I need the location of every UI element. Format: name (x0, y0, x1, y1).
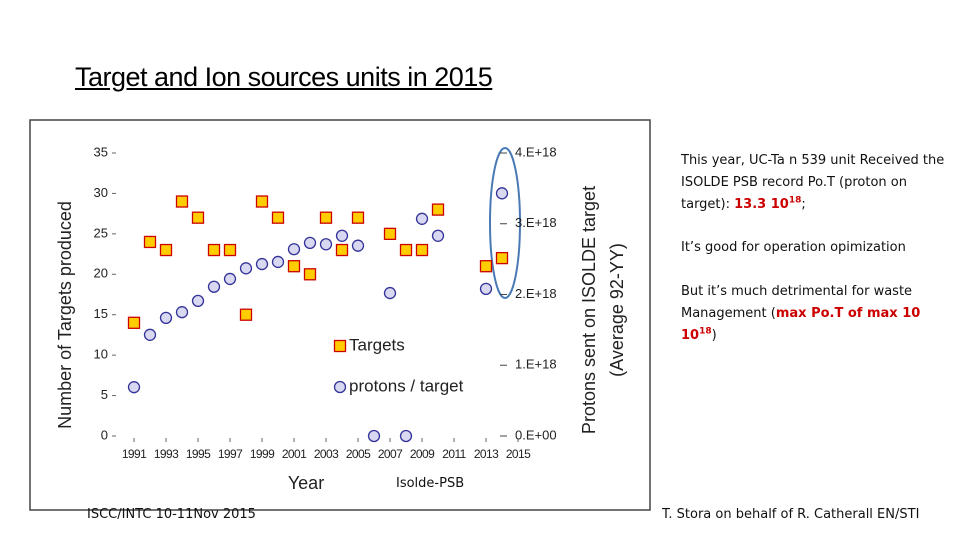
slide-title: Target and Ion sources units in 2015 (75, 62, 493, 92)
x-tick-label: 2013 (474, 447, 499, 461)
y-tick-label: 20 (94, 266, 108, 281)
data-point (271, 211, 285, 224)
data-point (239, 262, 253, 275)
x-tick-label: 1993 (154, 447, 179, 461)
data-point (303, 268, 317, 281)
data-point (479, 282, 493, 295)
data-point (191, 294, 205, 308)
x-tick-label: 2003 (314, 447, 339, 461)
note-text: ) (711, 328, 717, 343)
x-tick-label: 1997 (218, 447, 243, 461)
y-tick-label: 0 (101, 427, 108, 442)
data-point (383, 227, 397, 241)
data-point (415, 243, 429, 257)
y2-axis-label: Protons sent on ISOLDE target (579, 186, 599, 434)
data-point (191, 211, 205, 224)
x-tick-label: 2001 (282, 447, 307, 461)
note-3: But it’s much detrimental for waste Mana… (681, 281, 951, 347)
data-point (223, 272, 237, 286)
y2-tick-label: 0.E+00 (515, 427, 557, 442)
note-2: It’s good for operation opimization (681, 240, 906, 255)
legend-label: protons / target (349, 376, 464, 395)
y-tick-label: 35 (94, 144, 108, 159)
y2-tick-label: 4.E+18 (515, 144, 557, 159)
data-point (431, 203, 445, 216)
note-1: This year, UC-Ta n 539 unit Received the… (681, 150, 951, 216)
footer-left: ISCC/INTC 10-11Nov 2015 (87, 507, 256, 522)
x-tick-label: 2009 (410, 447, 435, 461)
data-point (351, 211, 365, 224)
x-tick-label: 1999 (250, 447, 275, 461)
data-point (431, 229, 445, 242)
data-point (319, 211, 333, 224)
note-text: But it’s much detrimental for waste Mana… (681, 284, 913, 321)
data-point (175, 306, 189, 319)
data-point (415, 212, 429, 225)
data-point (399, 429, 413, 443)
data-point (287, 260, 301, 273)
data-point (143, 328, 157, 341)
footer-right: T. Stora on behalf of R. Catherall EN/ST… (662, 507, 920, 522)
data-point (383, 286, 397, 300)
data-point (335, 229, 349, 242)
data-point (127, 316, 141, 329)
legend-marker (333, 380, 347, 394)
y-tick-label: 30 (94, 185, 108, 200)
note-sup: 18 (788, 195, 802, 206)
data-point (239, 308, 253, 321)
y-axis-label: Number of Targets produced (55, 201, 75, 429)
chart-frame (29, 119, 651, 511)
y-tick-label: 5 (101, 387, 108, 402)
data-point (319, 238, 333, 251)
note-highlight: max Po.T of max 10 10 (681, 306, 921, 343)
data-point (207, 243, 221, 257)
data-point (495, 187, 509, 200)
data-point (287, 243, 301, 256)
y2-tick-label: 2.E+18 (515, 286, 557, 301)
footer-center: Isolde-PSB (396, 476, 465, 491)
data-point (159, 243, 173, 257)
y-tick-label: 15 (94, 306, 108, 321)
x-tick-label: 2015 (506, 447, 531, 461)
y2-tick-label: 1.E+18 (515, 357, 557, 372)
data-point (223, 243, 237, 257)
y2-tick-label: 3.E+18 (515, 215, 557, 230)
legend-label: Targets (349, 335, 405, 354)
x-tick-label: 1995 (186, 447, 211, 461)
data-point (479, 260, 493, 273)
data-point (255, 195, 269, 208)
data-point (399, 243, 413, 257)
x-tick-label: 2005 (346, 447, 371, 461)
note-highlight: 13.3 10 (734, 197, 789, 212)
legend-marker (333, 339, 347, 353)
highlight-ellipse (489, 147, 521, 299)
note-text: This year, UC-Ta n 539 unit Received the… (681, 153, 945, 212)
data-point (159, 311, 173, 324)
note-text: ; (801, 197, 806, 212)
x-tick-label: 2011 (442, 447, 466, 461)
y-tick-label: 25 (94, 225, 108, 240)
data-point (143, 235, 157, 249)
data-point (175, 195, 189, 208)
x-tick-label: 1991 (122, 447, 147, 461)
data-point (127, 381, 141, 394)
y2-axis-label: (Average 92-YY) (607, 243, 627, 377)
note-sup: 18 (699, 326, 712, 337)
data-point (303, 236, 317, 250)
data-point (271, 255, 285, 269)
data-point (255, 257, 269, 271)
data-point (335, 243, 349, 257)
data-point (367, 429, 381, 443)
y-tick-label: 10 (94, 347, 108, 362)
x-axis-label: Year (288, 473, 324, 493)
x-tick-label: 2007 (378, 447, 403, 461)
data-point (351, 239, 365, 252)
data-point (495, 251, 509, 265)
data-point (207, 280, 221, 293)
